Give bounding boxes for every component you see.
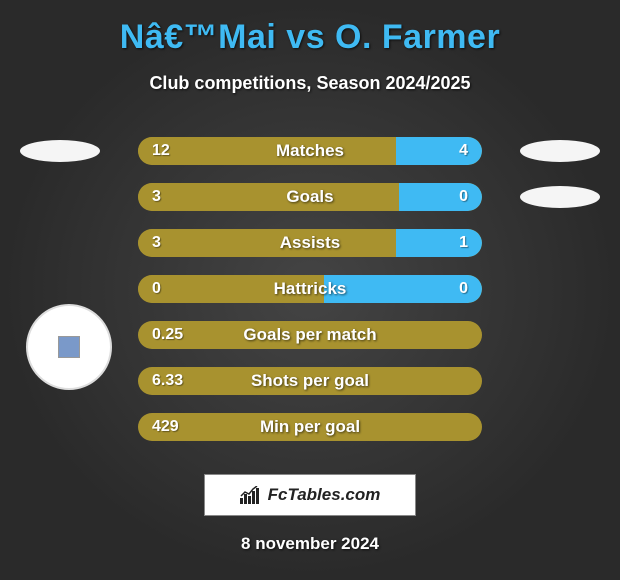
- bar-left-segment: 12: [138, 137, 396, 165]
- stat-label: Hattricks: [274, 279, 347, 299]
- stat-label: Shots per goal: [251, 371, 369, 391]
- stat-label: Min per goal: [260, 417, 360, 437]
- player2-avatar: [520, 140, 600, 162]
- chart-icon: [240, 486, 262, 504]
- stat-value-left: 0.25: [138, 326, 183, 344]
- stat-bar: 0 Hattricks 0: [138, 275, 482, 303]
- stat-bar: 3 Goals 0: [138, 183, 482, 211]
- stat-row: 429 Min per goal: [0, 404, 620, 450]
- stat-label: Assists: [280, 233, 340, 253]
- subtitle: Club competitions, Season 2024/2025: [0, 73, 620, 94]
- stat-bar: 6.33 Shots per goal: [138, 367, 482, 395]
- stat-label: Goals: [286, 187, 333, 207]
- stat-row: 0 Hattricks 0: [0, 266, 620, 312]
- bar-left-segment: 3: [138, 183, 399, 211]
- date-label: 8 november 2024: [0, 534, 620, 554]
- player2-avatar: [520, 186, 600, 208]
- stat-value-left: 12: [138, 142, 170, 160]
- bar-right-segment: 0: [324, 275, 482, 303]
- stat-bar: 3 Assists 1: [138, 229, 482, 257]
- bar-right-segment: 4: [396, 137, 482, 165]
- stat-row: 3 Assists 1: [0, 220, 620, 266]
- stat-value-left: 0: [138, 280, 161, 298]
- stat-value-right: 1: [459, 234, 482, 252]
- stat-bar: 429 Min per goal: [138, 413, 482, 441]
- bar-right-segment: 1: [396, 229, 482, 257]
- page-title: Nâ€™Mai vs O. Farmer: [0, 0, 620, 57]
- stat-value-right: 4: [459, 142, 482, 160]
- attribution-label: FcTables.com: [268, 485, 381, 505]
- stat-value-left: 3: [138, 188, 161, 206]
- stat-row: 12 Matches 4: [0, 128, 620, 174]
- stat-value-right: 0: [459, 188, 482, 206]
- stat-row: 3 Goals 0: [0, 174, 620, 220]
- stat-row: 0.25 Goals per match: [0, 312, 620, 358]
- player1-avatar: [20, 140, 100, 162]
- comparison-card: Nâ€™Mai vs O. Farmer Club competitions, …: [0, 0, 620, 580]
- stat-value-right: 0: [459, 280, 482, 298]
- attribution-box: FcTables.com: [204, 474, 416, 516]
- bar-left-segment: 3: [138, 229, 396, 257]
- stat-value-left: 6.33: [138, 372, 183, 390]
- stat-label: Goals per match: [243, 325, 376, 345]
- stat-row: 6.33 Shots per goal: [0, 358, 620, 404]
- stat-bar: 12 Matches 4: [138, 137, 482, 165]
- stat-label: Matches: [276, 141, 344, 161]
- stat-value-left: 429: [138, 418, 179, 436]
- stat-value-left: 3: [138, 234, 161, 252]
- chart-area: 12 Matches 4 3 Goals 0: [0, 128, 620, 450]
- bar-right-segment: 0: [399, 183, 482, 211]
- stat-bar: 0.25 Goals per match: [138, 321, 482, 349]
